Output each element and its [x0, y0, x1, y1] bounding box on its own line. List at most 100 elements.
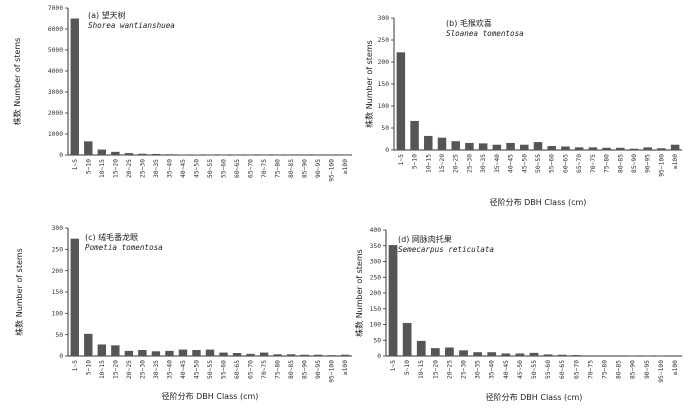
bar [602, 147, 611, 150]
bar [657, 148, 666, 150]
panel-title: (a) 望天树 [88, 10, 126, 20]
x-tick-label: 10~15 [99, 159, 106, 178]
x-tick-label: 50~55 [207, 159, 214, 178]
y-axis-label: 株数 Number of stems [14, 248, 24, 336]
bar [219, 352, 228, 356]
x-tick-label: 50~55 [535, 154, 542, 173]
bar [232, 353, 242, 356]
bar [313, 354, 323, 356]
y-tick-label: 200 [378, 59, 390, 66]
bar [246, 154, 255, 156]
x-tick-label: 95~100 [329, 360, 336, 383]
x-tick-label: 60~65 [562, 154, 569, 173]
x-tick-label: 65~70 [248, 159, 255, 178]
y-tick-label: 6000 [48, 26, 63, 33]
y-tick-label: 150 [52, 289, 64, 296]
x-tick-label: 15~20 [112, 360, 119, 379]
bar [670, 144, 680, 150]
x-tick-label: 45~50 [517, 360, 524, 379]
x-tick-label: 50~55 [207, 360, 214, 379]
bar [642, 355, 652, 357]
bar [151, 153, 161, 155]
x-tick-label: 40~45 [503, 360, 510, 379]
x-tick-label: 95~100 [329, 159, 336, 182]
x-tick-label: 70~75 [587, 360, 594, 379]
y-tick-label: 50 [55, 332, 63, 339]
x-tick-label: 70~75 [261, 159, 268, 178]
bar [571, 355, 581, 356]
x-tick-label: 25~30 [139, 360, 146, 379]
y-tick-label: 200 [370, 290, 382, 297]
x-tick-label: 65~70 [573, 360, 580, 379]
bar [557, 354, 567, 356]
x-tick-label: 90~95 [644, 360, 651, 379]
x-tick-label: 1~5 [72, 360, 79, 372]
x-tick-label: 5~10 [85, 159, 92, 174]
bar [600, 355, 609, 356]
x-tick-label: 25~30 [461, 360, 468, 379]
x-tick-label: 90~95 [645, 154, 652, 173]
bar [628, 355, 638, 357]
y-tick-label: 50 [373, 337, 381, 344]
x-tick-label: 55~60 [221, 360, 228, 379]
species-name: Shorea wantianshuea [88, 21, 175, 30]
bar [588, 147, 598, 150]
bar [410, 120, 419, 150]
bar [192, 350, 201, 356]
y-tick-label: 0 [377, 353, 381, 360]
y-tick-label: 350 [370, 243, 382, 250]
x-tick-label: 15~20 [439, 154, 446, 173]
bar [313, 154, 323, 156]
bar [165, 154, 174, 155]
y-tick-label: 100 [378, 103, 390, 110]
bar [487, 352, 497, 356]
x-tick-label: 30~35 [480, 154, 487, 173]
x-tick-label: 15~20 [432, 360, 439, 379]
bar [97, 149, 107, 155]
species-name: Sloanea tomentosa [446, 29, 524, 38]
x-tick-label: 35~40 [489, 360, 496, 379]
bar [205, 349, 215, 356]
bar [501, 353, 511, 356]
x-tick-label: 85~90 [630, 360, 637, 379]
bar [178, 349, 188, 356]
bar [341, 354, 350, 356]
bar [656, 355, 666, 357]
x-tick-label: ≥100 [342, 360, 349, 375]
bar [138, 350, 147, 356]
bar [259, 154, 269, 156]
y-tick-label: 1000 [48, 131, 63, 138]
x-tick-label: 1~5 [390, 360, 397, 372]
y-tick-label: 400 [370, 227, 382, 234]
x-tick-label: 65~70 [248, 360, 255, 379]
bar [70, 18, 79, 155]
y-tick-label: 250 [378, 37, 390, 44]
bar [232, 154, 242, 156]
x-tick-label: 5~10 [85, 360, 92, 375]
x-tick-label: 50~55 [531, 360, 538, 379]
bar [273, 354, 282, 356]
y-tick-label: 0 [385, 147, 389, 154]
bar [286, 154, 296, 156]
y-tick-label: 4000 [48, 68, 63, 75]
x-tick-label: 30~35 [475, 360, 482, 379]
x-tick-label: 5~10 [404, 360, 411, 375]
bar [586, 355, 595, 356]
x-tick-label: 55~60 [549, 154, 556, 173]
x-tick-label: 25~30 [139, 159, 146, 178]
bar [492, 144, 502, 150]
y-tick-label: 3000 [48, 89, 63, 96]
bar [138, 153, 147, 155]
x-tick-label: 95~100 [658, 360, 665, 383]
bar [300, 154, 309, 156]
bar [111, 151, 120, 155]
bar [246, 353, 255, 356]
bar [520, 144, 529, 150]
bar [430, 348, 440, 356]
bar [515, 353, 525, 356]
species-name: Pometia tomentosa [85, 243, 163, 252]
bar [165, 350, 174, 356]
x-axis-label: 径阶分布 DBH Class (cm) [162, 391, 259, 401]
x-tick-label: 25~30 [466, 154, 473, 173]
y-tick-label: 50 [381, 125, 389, 132]
